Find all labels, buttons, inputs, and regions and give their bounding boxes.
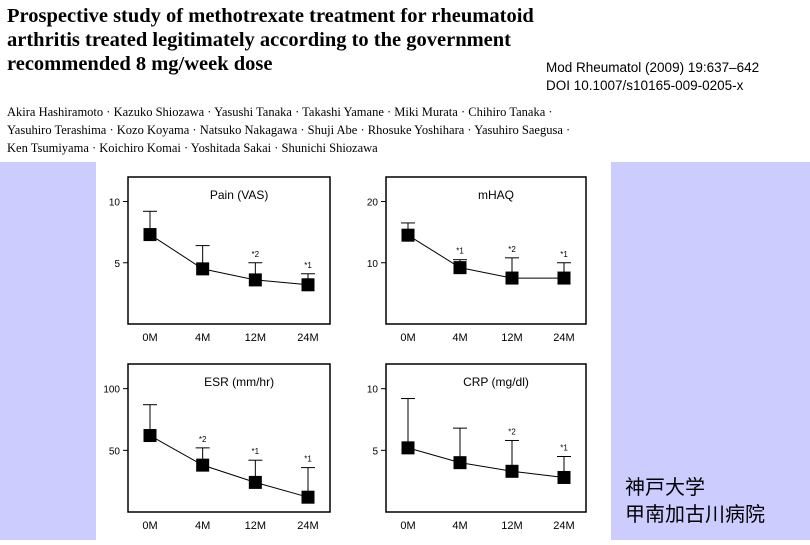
x-tick-label: 12M xyxy=(501,332,522,344)
y-tick-label: 100 xyxy=(103,385,120,396)
institution-line: 甲南加古川病院 xyxy=(625,502,765,526)
data-point xyxy=(401,441,415,455)
y-tick-label: 10 xyxy=(109,198,121,209)
data-point xyxy=(248,273,262,287)
data-point xyxy=(196,262,210,276)
significance-label: *1 xyxy=(304,455,312,464)
data-point xyxy=(557,271,571,285)
significance-label: *1 xyxy=(560,250,568,259)
title-line: Prospective study of methotrexate treatm… xyxy=(7,5,534,27)
data-point xyxy=(453,261,467,275)
chart-frame xyxy=(127,363,331,513)
paper-title: Prospective study of methotrexate treatm… xyxy=(7,4,607,76)
chart-frame xyxy=(385,363,587,513)
x-tick-label: 4M xyxy=(195,332,210,344)
significance-label: *1 xyxy=(560,444,568,453)
x-tick-label: 0M xyxy=(400,520,415,532)
x-tick-label: 4M xyxy=(452,520,467,532)
data-point xyxy=(505,464,519,478)
y-tick-label: 10 xyxy=(367,259,379,270)
data-point xyxy=(301,490,315,504)
significance-label: *2 xyxy=(252,250,260,259)
data-point xyxy=(401,228,415,242)
data-point xyxy=(143,429,157,443)
series-line xyxy=(407,234,564,279)
chart-title: ESR (mm/hr) xyxy=(204,375,274,389)
y-tick-label: 10 xyxy=(367,385,379,396)
x-tick-label: 4M xyxy=(195,520,210,532)
data-point xyxy=(143,228,157,242)
significance-label: *2 xyxy=(199,435,207,444)
significance-label: *2 xyxy=(508,245,516,254)
x-tick-label: 12M xyxy=(501,520,522,532)
chart-title: Pain (VAS) xyxy=(210,188,268,202)
x-tick-label: 0M xyxy=(400,332,415,344)
data-point xyxy=(557,470,571,484)
chart-title: CRP (mg/dl) xyxy=(463,375,529,389)
author-line: Yasuhiro Terashima · Kozo Koyama · Natsu… xyxy=(7,123,571,137)
chart-frame xyxy=(127,176,331,325)
data-point xyxy=(505,271,519,285)
chart-title: mHAQ xyxy=(478,188,514,202)
title-line: recommended 8 mg/week dose xyxy=(7,53,273,75)
data-point xyxy=(248,475,262,489)
x-tick-label: 0M xyxy=(142,520,157,532)
series-line xyxy=(149,234,309,286)
background-band-left xyxy=(0,162,96,540)
institution-label: 神戸大学 甲南加古川病院 xyxy=(625,474,765,528)
x-tick-label: 12M xyxy=(245,520,266,532)
significance-label: *1 xyxy=(304,261,312,270)
title-line: arthritis treated legitimately according… xyxy=(7,29,512,51)
x-tick-label: 24M xyxy=(553,332,574,344)
x-tick-label: 24M xyxy=(297,520,318,532)
y-tick-label: 20 xyxy=(367,198,379,209)
author-line: Akira Hashiramoto · Kazuko Shiozawa · Ya… xyxy=(7,105,553,119)
y-tick-label: 5 xyxy=(372,446,378,457)
y-tick-label: 50 xyxy=(109,446,121,457)
chart-frame xyxy=(385,176,587,325)
doi: DOI 10.1007/s10165-009-0205-x xyxy=(546,78,744,93)
author-list: Akira Hashiramoto · Kazuko Shiozawa · Ya… xyxy=(7,103,797,157)
series-line xyxy=(407,447,565,478)
x-tick-label: 4M xyxy=(452,332,467,344)
y-tick-label: 5 xyxy=(114,259,120,270)
institution-line: 神戸大学 xyxy=(625,475,705,499)
background-band-right xyxy=(611,162,810,540)
x-tick-label: 12M xyxy=(245,332,266,344)
significance-label: *1 xyxy=(252,447,260,456)
data-point xyxy=(301,278,315,292)
x-tick-label: 0M xyxy=(142,332,157,344)
significance-label: *2 xyxy=(508,427,516,436)
results-figure: Pain (VAS) 5 10 0M 4M 12M 24M *2 *1 mHAQ 10 20 0M 4M 1… xyxy=(96,162,611,540)
data-point xyxy=(453,456,467,470)
citation: Mod Rheumatol (2009) 19:637–642 DOI 10.1… xyxy=(546,59,759,95)
author-line: Ken Tsumiyama · Koichiro Komai · Yoshita… xyxy=(7,141,378,155)
series-line xyxy=(149,435,309,498)
significance-label: *1 xyxy=(456,247,464,256)
results-charts: Pain (VAS) 5 10 0M 4M 12M 24M *2 *1 mHAQ 10 20 0M 4M 1… xyxy=(103,176,587,532)
x-tick-label: 24M xyxy=(553,520,574,532)
x-tick-label: 24M xyxy=(297,332,318,344)
journal-reference: Mod Rheumatol (2009) 19:637–642 xyxy=(546,60,760,75)
data-point xyxy=(196,458,210,472)
